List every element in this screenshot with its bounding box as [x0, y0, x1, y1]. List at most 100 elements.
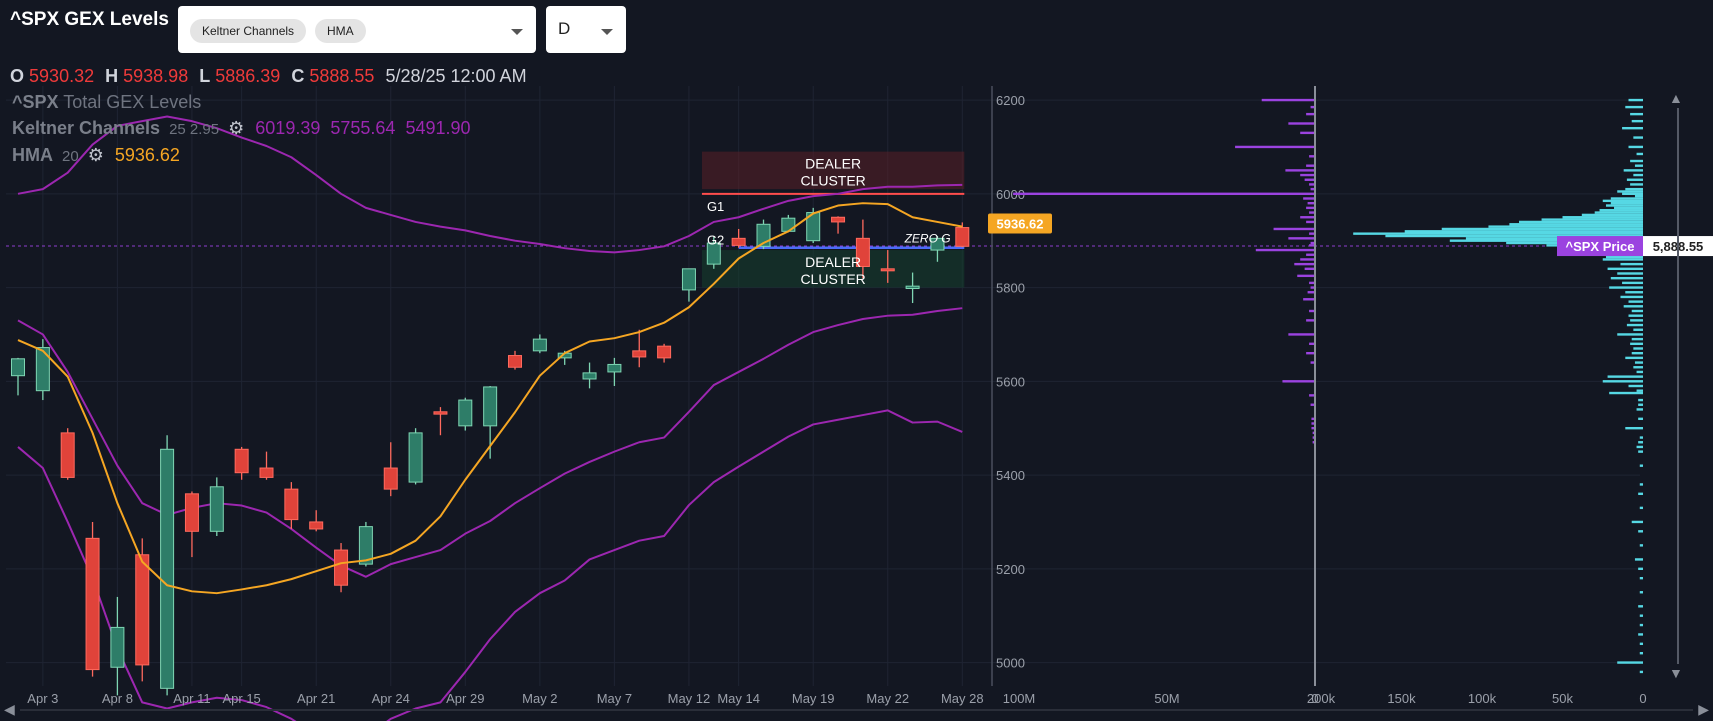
profile-bar	[1639, 544, 1643, 547]
candle-body	[607, 363, 622, 373]
candle-body	[11, 358, 25, 377]
profile-bar	[1630, 159, 1643, 163]
gex-bar	[1310, 187, 1315, 191]
gex-bar	[1310, 403, 1315, 406]
open-label: O	[10, 66, 25, 86]
candle-body	[160, 448, 175, 689]
profile-bar	[1638, 633, 1643, 636]
gear-icon[interactable]: ⚙	[228, 118, 245, 138]
profile-bar	[1385, 234, 1643, 238]
gex-bar	[1309, 183, 1315, 186]
legend-keltner[interactable]: Keltner Channels 25 2.95 ⚙ 6019.39 5755.…	[12, 118, 476, 139]
profile-bar	[1639, 614, 1643, 617]
profile-bar	[1602, 199, 1643, 203]
scrollbar-track[interactable]	[20, 709, 1693, 711]
profile-bar	[1638, 492, 1643, 496]
profile-bar	[1628, 98, 1643, 102]
profile-bar	[1630, 183, 1643, 186]
profile-bar	[1638, 450, 1643, 453]
candle-body	[184, 493, 199, 532]
arrow-right-icon[interactable]: ▶	[1698, 701, 1709, 717]
gex-bar	[1300, 131, 1315, 135]
spx-price-tag	[1557, 236, 1643, 257]
x-axis-tick-label: May 2	[522, 691, 557, 706]
indicator-multiselect[interactable]: Keltner Channels HMA	[178, 6, 536, 53]
profile-bar	[1449, 239, 1643, 242]
gex-bar	[1306, 253, 1315, 256]
candle-body	[358, 526, 373, 565]
profile-bar	[1638, 530, 1643, 533]
open-value: 5930.32	[29, 66, 95, 86]
gex-bar	[1306, 220, 1315, 224]
profile-bar	[1638, 403, 1643, 406]
horizontal-scrollbar[interactable]: ◀ ▶	[0, 699, 1713, 721]
profile-bar	[1607, 267, 1643, 271]
gear-icon[interactable]: ⚙	[87, 145, 104, 165]
bar-datetime: 5/28/25 12:00 AM	[385, 66, 527, 86]
profile-bar	[1634, 164, 1643, 167]
candle-body	[60, 432, 75, 478]
gex-bar	[1310, 241, 1315, 245]
dealer-cluster-upper-label: DEALER	[805, 156, 861, 172]
profile-bar	[1623, 305, 1643, 308]
gex-bar	[1309, 342, 1315, 346]
candle-body	[781, 217, 796, 232]
profile-bar	[1541, 218, 1643, 221]
gex-bar	[1307, 201, 1315, 205]
candle-body	[383, 467, 398, 490]
profile-bar	[1623, 169, 1643, 172]
profile-bar	[1628, 314, 1643, 317]
vertical-scrollbar[interactable]	[1677, 108, 1679, 664]
gex-bar	[1312, 431, 1315, 435]
gex-bar	[1310, 286, 1315, 289]
profile-bar	[1631, 520, 1643, 524]
gex-bar	[1294, 262, 1315, 266]
candle-body	[408, 432, 423, 483]
profile-bar	[1625, 105, 1643, 109]
gex-bar	[1310, 361, 1315, 364]
candle-body	[582, 372, 597, 380]
gex-bar	[1285, 169, 1315, 172]
profile-bar	[1639, 464, 1643, 467]
profile-bar	[1614, 206, 1643, 210]
legend-keltner-name: Keltner Channels	[12, 118, 161, 138]
profile-bar	[1639, 483, 1643, 486]
x-axis-tick-label: Apr 11	[173, 691, 210, 706]
candle-body	[259, 467, 274, 478]
price-tick-label: 6200	[996, 93, 1025, 108]
profile-bar	[1625, 187, 1643, 191]
timeframe-select[interactable]: D	[546, 6, 626, 53]
indicator-chip-hma[interactable]: HMA	[315, 19, 366, 43]
gex-bar	[1306, 164, 1315, 167]
profile-bar	[1633, 347, 1643, 350]
profile-axis-tick: 50k	[1552, 691, 1573, 706]
timeframe-value: D	[558, 19, 571, 38]
profile-bar	[1625, 426, 1643, 430]
hma-line	[17, 202, 963, 595]
legend-gex[interactable]: ^SPX Total GEX Levels	[12, 92, 201, 113]
chevron-down-icon[interactable]	[511, 29, 523, 35]
price-tick-label: 5600	[996, 374, 1025, 389]
profile-bar	[1630, 112, 1643, 116]
price-tick-label: 5000	[996, 656, 1025, 671]
profile-bar	[1639, 642, 1643, 646]
profile-bar	[1602, 380, 1643, 383]
low-value: 5886.39	[215, 66, 281, 86]
profile-axis-tick: 100k	[1468, 691, 1497, 706]
profile-bar	[1639, 591, 1643, 594]
profile-bar	[1609, 391, 1643, 395]
indicator-chip-keltner[interactable]: Keltner Channels	[190, 19, 307, 43]
arrow-up-icon[interactable]: ▲	[1669, 90, 1683, 106]
profile-bar	[1638, 567, 1643, 571]
toolbar: ^SPX GEX Levels Keltner Channels HMA D	[0, 0, 1713, 62]
arrow-down-icon[interactable]: ▼	[1669, 665, 1683, 681]
x-axis-tick-label: May 19	[792, 691, 835, 706]
profile-bar	[1617, 333, 1643, 336]
arrow-left-icon[interactable]: ◀	[4, 701, 15, 717]
candle-body	[209, 486, 224, 532]
chevron-down-icon[interactable]	[601, 29, 613, 35]
legend-hma[interactable]: HMA 20 ⚙ 5936.62	[12, 145, 180, 166]
price-tick-label: 5800	[996, 281, 1025, 296]
gex-bar	[1304, 267, 1315, 271]
